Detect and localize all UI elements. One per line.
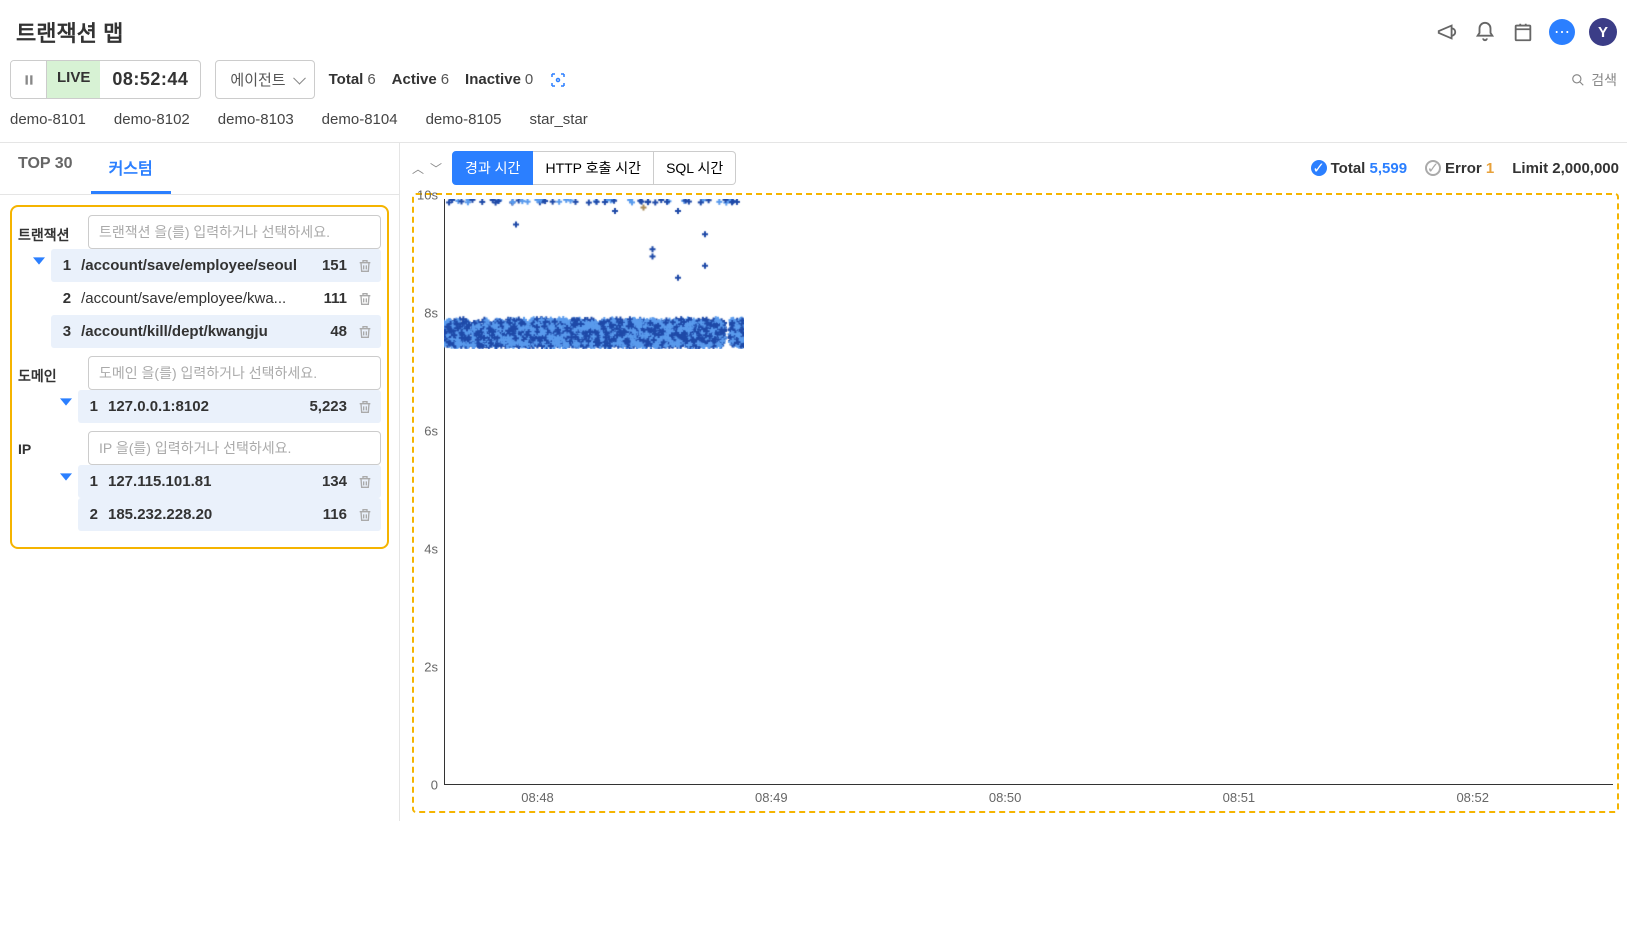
chevron-up-icon[interactable]: ︿ [412,160,424,177]
scatter-plot[interactable]: 10s8s6s4s2s0 08:4808:4908:5008:5108:52 [412,193,1619,813]
x-tick: 08:50 [989,790,1022,805]
announce-icon[interactable] [1435,20,1459,44]
tab-custom[interactable]: 커스텀 [91,143,171,194]
tab-top30[interactable]: TOP 30 [0,143,91,194]
agent-item[interactable]: demo-8101 [10,111,86,128]
x-tick: 08:52 [1456,790,1489,805]
agent-stats: Total6 Active6 Inactive0 [329,71,568,89]
bell-icon[interactable] [1473,20,1497,44]
total-label: Total [329,71,364,88]
filter-transaction-input[interactable] [88,215,381,249]
chat-icon[interactable]: ⋯ [1549,19,1575,45]
y-tick: 0 [431,778,438,793]
agent-item[interactable]: demo-8105 [426,111,502,128]
avatar[interactable]: Y [1589,18,1617,46]
y-tick: 2s [424,660,438,675]
inactive-label: Inactive [465,71,521,88]
chart-area: ︿ ﹀ 경과 시간 HTTP 호출 시간 SQL 시간 ✓Total 5,599… [400,143,1627,821]
trash-icon[interactable] [357,507,375,523]
filter-panel: 트랜잭션 1/account/save/employee/seoul1512/ac… [10,205,389,549]
page-title: 트랜잭션 맵 [16,16,123,48]
stat-error: ✓Error 1 [1425,160,1494,177]
calendar-icon[interactable] [1511,20,1535,44]
y-tick: 10s [417,188,438,203]
target-icon[interactable] [549,71,567,89]
collapse-icon[interactable] [18,471,78,531]
inactive-value: 0 [525,71,533,88]
filter-ip-row[interactable]: 1127.115.101.81134 [78,465,381,498]
total-value: 6 [367,71,375,88]
live-control: LIVE 08:52:44 [10,60,201,99]
filter-transaction-row[interactable]: 3/account/kill/dept/kwangju48 [51,315,381,348]
y-tick: 8s [424,306,438,321]
chart-scroll[interactable]: ︿ ﹀ [412,160,442,177]
filter-domain-row[interactable]: 1127.0.0.1:81025,223 [78,390,381,423]
search-label: 검색 [1591,70,1617,90]
x-tick: 08:51 [1223,790,1256,805]
filter-transaction-title: 트랜잭션 [18,215,78,245]
trash-icon[interactable] [357,399,375,415]
check-icon: ✓ [1425,160,1441,176]
collapse-icon[interactable] [18,396,78,423]
filter-domain-input[interactable] [88,356,381,390]
agent-item[interactable]: star_star [529,111,587,128]
collapse-icon[interactable] [18,255,51,348]
filter-transaction-row[interactable]: 2/account/save/employee/kwa...111 [51,282,381,315]
agent-item[interactable]: demo-8104 [322,111,398,128]
agent-list: demo-8101 demo-8102 demo-8103 demo-8104 demo… [0,111,1627,142]
stat-limit: Limit 2,000,000 [1512,160,1619,177]
seg-sql[interactable]: SQL 시간 [654,151,736,185]
agent-item[interactable]: demo-8102 [114,111,190,128]
agent-item[interactable]: demo-8103 [218,111,294,128]
filter-transaction-row[interactable]: 1/account/save/employee/seoul151 [51,249,381,282]
live-time: 08:52:44 [100,61,200,98]
x-tick: 08:48 [521,790,554,805]
time-segment: 경과 시간 HTTP 호출 시간 SQL 시간 [452,151,736,185]
check-icon: ✓ [1311,160,1327,176]
x-tick: 08:49 [755,790,788,805]
filter-ip-title: IP [18,431,78,457]
filter-ip-input[interactable] [88,431,381,465]
active-label: Active [392,71,437,88]
y-tick: 4s [424,542,438,557]
stat-total: ✓Total 5,599 [1311,160,1407,177]
sidebar: TOP 30 커스텀 트랜잭션 1/account/save/employee/s… [0,143,400,821]
trash-icon[interactable] [357,324,375,340]
seg-elapsed[interactable]: 경과 시간 [452,151,533,185]
trash-icon[interactable] [357,258,375,274]
trash-icon[interactable] [357,291,375,307]
active-value: 6 [441,71,449,88]
pause-button[interactable] [11,61,47,98]
chevron-down-icon[interactable]: ﹀ [430,160,442,177]
y-tick: 6s [424,424,438,439]
search-button[interactable]: 검색 [1571,70,1617,90]
live-label: LIVE [47,61,100,98]
seg-http[interactable]: HTTP 호출 시간 [533,151,654,185]
agent-dropdown[interactable]: 에이전트 [215,60,314,99]
filter-domain-title: 도메인 [18,356,78,386]
filter-ip-row[interactable]: 2185.232.228.20116 [78,498,381,531]
trash-icon[interactable] [357,474,375,490]
header-actions: ⋯ Y [1435,18,1617,46]
search-icon [1571,73,1585,87]
